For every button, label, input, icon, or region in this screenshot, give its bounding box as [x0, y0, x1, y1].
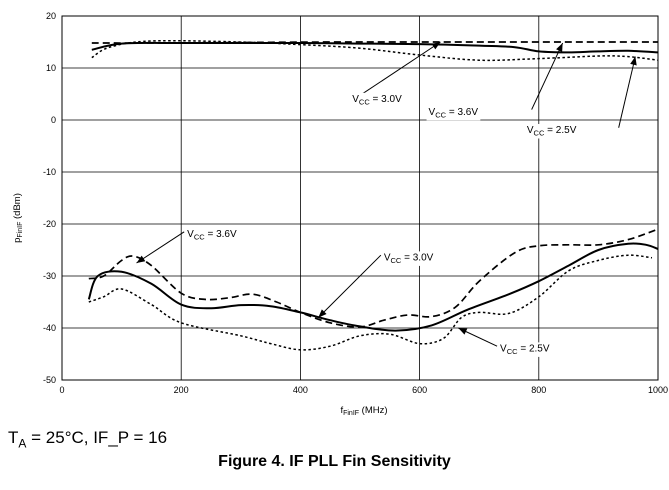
annotation-arrowhead-1: [556, 43, 563, 53]
y-tick-label-4: -20: [43, 219, 56, 229]
series-dotted-5: [88, 254, 653, 351]
y-axis-label: pFinIF (dBm): [12, 193, 24, 243]
y-tick-label-6: -40: [43, 323, 56, 333]
series-lines: [87, 39, 659, 351]
series-dashed-1: [91, 41, 658, 44]
series-dashed-4: [88, 228, 659, 328]
annotation-label-bg-2: [524, 124, 579, 139]
annotation-label-bg-0: [350, 92, 405, 108]
annotation-label-bg-4: [381, 251, 436, 266]
annotation-label-bg-3: [185, 228, 239, 243]
plot-frame: [61, 15, 659, 381]
x-tick-label-0: 0: [59, 385, 64, 395]
annotation-label-5: VCC = 2.5V: [500, 343, 550, 356]
annotation-arrowhead-5: [458, 328, 468, 335]
x-tick-label-2: 400: [293, 385, 308, 395]
x-tick-label-3: 600: [412, 385, 427, 395]
annotation-arrowhead-0: [431, 42, 441, 50]
annotation-label-bg-1: [426, 105, 481, 121]
annotation-arrow-2: [618, 56, 636, 128]
series-solid-0: [91, 41, 659, 54]
tick-labels: 0 200 400 600 800 1000 20 10 0 -10 -20 -30 -40 -50: [43, 11, 668, 395]
annotation-label-1: VCC = 3.6V: [429, 107, 479, 120]
x-tick-label-5: 1000: [648, 385, 668, 395]
annotation-arrow-0: [357, 41, 441, 98]
y-tick-label-0: 20: [46, 11, 56, 21]
annotation-arrow-1: [531, 42, 564, 110]
sensitivity-chart: 0 200 400 600 800 1000 20 10 0 -10 -20 -30 -40 -50 VC…: [12, 11, 668, 417]
figure-caption: Figure 4. IF PLL Fin Sensitivity: [218, 453, 451, 470]
test-conditions: TA = 25°C, IF_P = 16: [8, 428, 168, 451]
y-tick-label-1: 10: [46, 63, 56, 73]
y-tick-label-7: -50: [43, 375, 56, 385]
annotation-arrow-3: [136, 231, 185, 264]
x-tick-label-4: 800: [531, 385, 546, 395]
grid: [61, 15, 659, 381]
series-dotted-2: [91, 39, 659, 62]
y-tick-label-2: 0: [51, 115, 56, 125]
annotation-arrowhead-3: [136, 255, 146, 263]
annotation-label-0: VCC = 3.0V: [352, 94, 402, 107]
annotation-arrow-4: [317, 254, 382, 318]
annotations: VCC = 3.0V VCC = 3.6V VCC = 2.5V VCC = 3.6V…: [136, 41, 637, 357]
annotation-arrowhead-2: [630, 56, 637, 66]
y-tick-label-5: -30: [43, 271, 56, 281]
annotation-label-2: VCC = 2.5V: [527, 125, 577, 138]
x-axis-label: fFinIF (MHz): [340, 405, 387, 417]
x-tick-label-1: 200: [174, 385, 189, 395]
annotation-arrowhead-4: [318, 309, 327, 318]
annotation-label-4: VCC = 3.0V: [384, 252, 434, 265]
annotation-label-3: VCC = 3.6V: [187, 229, 237, 242]
y-tick-label-3: -10: [43, 167, 56, 177]
annotation-label-bg-5: [498, 342, 552, 357]
